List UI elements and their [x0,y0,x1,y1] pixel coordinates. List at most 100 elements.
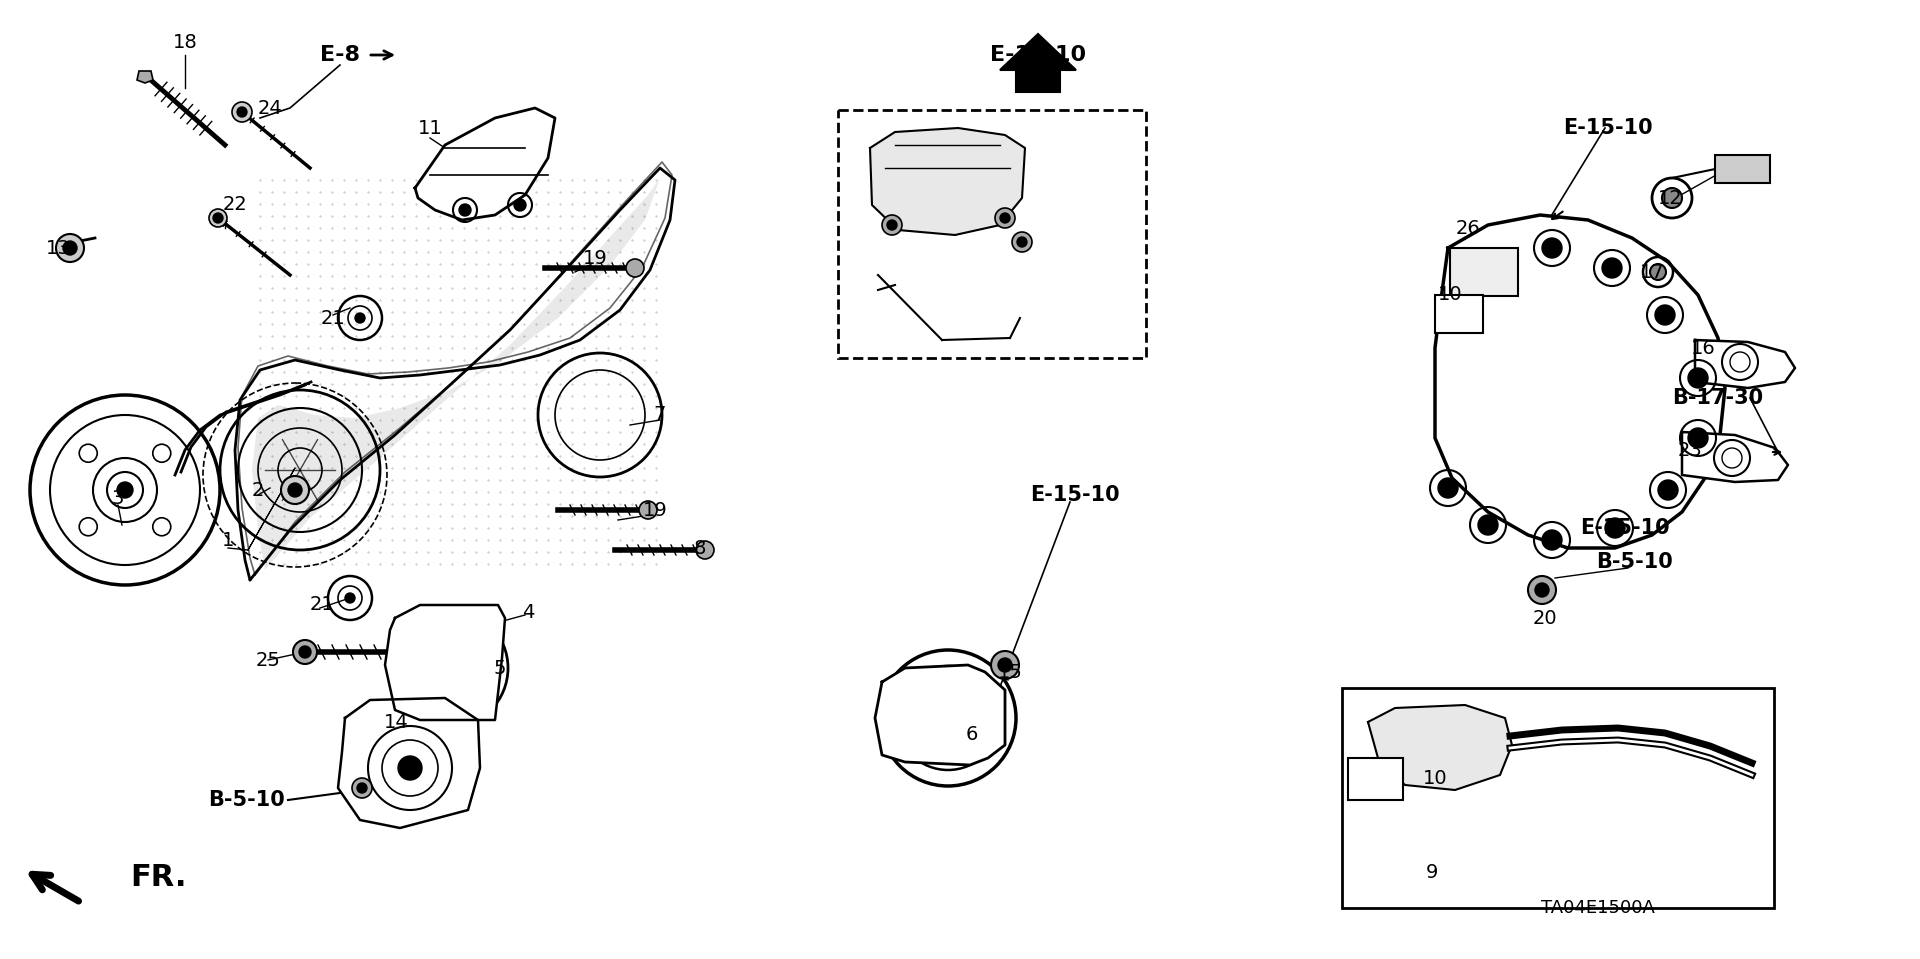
Circle shape [294,640,317,664]
Text: 9: 9 [1427,862,1438,881]
Circle shape [397,756,422,780]
Text: 16: 16 [1692,339,1715,358]
Circle shape [56,234,84,262]
Circle shape [459,204,470,216]
Circle shape [1018,237,1027,247]
Text: 4: 4 [522,602,534,621]
Circle shape [1688,368,1709,388]
Circle shape [1528,576,1555,604]
Text: 21: 21 [309,596,334,615]
Text: 8: 8 [693,539,707,557]
Text: 2: 2 [252,480,265,500]
Circle shape [1478,515,1498,535]
Text: 5: 5 [493,659,507,677]
Circle shape [300,646,311,658]
Bar [1434,295,1482,333]
Circle shape [213,213,223,223]
Polygon shape [415,108,555,220]
Text: 11: 11 [419,119,442,137]
Circle shape [998,658,1012,672]
Text: 19: 19 [643,501,668,520]
Text: 7: 7 [655,406,666,425]
Text: 18: 18 [173,33,198,52]
Text: 20: 20 [1532,609,1557,627]
Circle shape [1542,238,1563,258]
Circle shape [1659,480,1678,500]
Text: B-5-10: B-5-10 [1597,552,1674,572]
Bar [837,110,1146,358]
Circle shape [1012,232,1033,252]
Polygon shape [1682,432,1788,482]
Polygon shape [870,128,1025,235]
Circle shape [995,208,1016,228]
Text: 26: 26 [1455,219,1480,238]
Circle shape [1542,530,1563,550]
Text: 15: 15 [998,664,1023,683]
Circle shape [881,215,902,235]
Text: 3: 3 [111,488,125,507]
Text: FR.: FR. [131,862,186,892]
Circle shape [117,482,132,498]
Text: E-15-10: E-15-10 [1031,485,1119,505]
Text: 21: 21 [321,309,346,328]
Circle shape [232,102,252,122]
Circle shape [695,541,714,559]
Circle shape [236,107,248,117]
Bar [1342,688,1774,908]
Text: 6: 6 [966,726,977,744]
Text: E-15-10: E-15-10 [1563,118,1653,138]
Circle shape [357,783,367,793]
Circle shape [626,259,643,277]
Text: 23: 23 [1678,440,1703,459]
Circle shape [1534,583,1549,597]
Text: 25: 25 [255,650,280,669]
Text: E-10-10: E-10-10 [991,45,1087,65]
Text: 10: 10 [1438,286,1463,305]
Bar [1450,248,1519,296]
Text: 1: 1 [223,530,234,550]
Text: 10: 10 [1423,768,1448,787]
Circle shape [991,651,1020,679]
Circle shape [346,593,355,603]
Text: 14: 14 [384,713,409,732]
Polygon shape [338,698,480,828]
Bar [1348,758,1404,800]
Text: B-17-30: B-17-30 [1672,388,1764,408]
Circle shape [1000,213,1010,223]
Circle shape [209,209,227,227]
Polygon shape [1434,215,1724,548]
Circle shape [639,501,657,519]
Text: TA04E1500A: TA04E1500A [1542,899,1655,917]
Text: E-15-10: E-15-10 [1580,518,1670,538]
Polygon shape [386,605,505,720]
Circle shape [355,313,365,323]
Circle shape [1601,258,1622,278]
Circle shape [280,476,309,504]
Circle shape [63,241,77,255]
Text: 22: 22 [223,196,248,215]
Circle shape [515,199,526,211]
Text: B-5-10: B-5-10 [209,790,286,810]
Polygon shape [876,665,1004,765]
Text: 13: 13 [46,239,71,258]
Text: 12: 12 [1657,189,1682,207]
Polygon shape [1000,34,1075,92]
Circle shape [1688,428,1709,448]
Circle shape [1663,188,1682,208]
Circle shape [887,220,897,230]
Circle shape [351,778,372,798]
Polygon shape [1695,340,1795,388]
Circle shape [1649,264,1667,280]
Text: 24: 24 [257,99,282,118]
Circle shape [1605,518,1624,538]
Circle shape [1655,305,1674,325]
Polygon shape [136,71,154,83]
Text: 19: 19 [582,248,607,268]
Circle shape [288,483,301,497]
Text: 17: 17 [1640,263,1665,282]
Circle shape [1478,258,1498,278]
Text: E-8: E-8 [321,45,361,65]
Polygon shape [1367,705,1513,790]
Bar [1715,155,1770,183]
Polygon shape [252,178,660,570]
